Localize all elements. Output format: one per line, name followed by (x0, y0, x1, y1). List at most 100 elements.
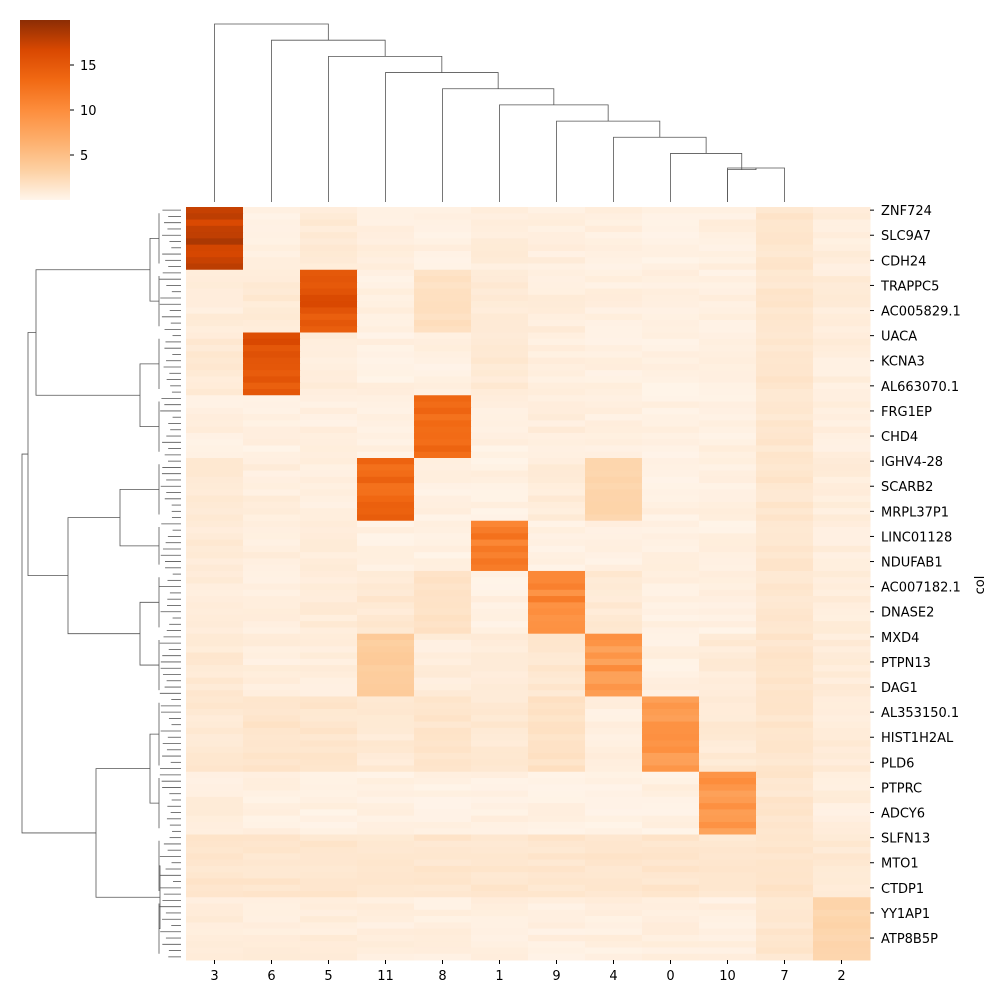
heatmap-cell (585, 859, 643, 867)
heatmap-cell (585, 313, 643, 321)
heatmap-cell (471, 709, 529, 716)
heatmap-cell (471, 740, 529, 748)
heatmap-cell (528, 614, 586, 622)
x-tick-label: 1 (495, 969, 503, 984)
heatmap-cell (414, 451, 472, 459)
heatmap-cell (585, 734, 643, 741)
heatmap-cell (300, 445, 358, 453)
heatmap-cell (756, 508, 814, 515)
heatmap-cell (699, 928, 757, 936)
heatmap-cell (642, 520, 700, 528)
heatmap-cell (585, 583, 643, 591)
heatmap-cell (813, 765, 871, 773)
heatmap-cell (756, 464, 814, 472)
heatmap-cell (528, 746, 586, 754)
heatmap-cell (186, 464, 244, 472)
heatmap-cell (186, 665, 244, 672)
heatmap-cell (243, 539, 301, 547)
heatmap-cell (414, 570, 472, 578)
heatmap-cell (300, 219, 358, 227)
heatmap-cell (585, 884, 643, 892)
heatmap-cell (585, 326, 643, 333)
heatmap-cell (243, 658, 301, 666)
heatmap-cell (471, 941, 529, 948)
heatmap-cell (528, 765, 586, 773)
heatmap-cell (186, 577, 244, 584)
heatmap-cell (357, 608, 415, 616)
heatmap-cell (243, 771, 301, 779)
heatmap-cell (585, 696, 643, 704)
heatmap-cell (186, 903, 244, 911)
heatmap-cell (186, 370, 244, 377)
heatmap-cell (642, 878, 700, 886)
heatmap-cell (471, 332, 529, 340)
heatmap-cell (585, 288, 643, 296)
heatmap-cell (414, 677, 472, 685)
heatmap-cell (414, 527, 472, 534)
heatmap-cell (300, 232, 358, 239)
heatmap-cell (528, 338, 586, 346)
heatmap-cell (300, 639, 358, 647)
heatmap-cell (471, 514, 529, 522)
heatmap-cell (528, 627, 586, 635)
heatmap-cell (186, 420, 244, 428)
heatmap-cell (699, 489, 757, 497)
heatmap-cell (357, 545, 415, 553)
heatmap-cell (813, 520, 871, 528)
heatmap-cell (357, 232, 415, 239)
heatmap-cell (585, 646, 643, 654)
heatmap-cell (357, 784, 415, 792)
heatmap-cell (756, 520, 814, 528)
heatmap-cell (414, 878, 472, 886)
heatmap-cell (756, 439, 814, 446)
heatmap-cell (243, 796, 301, 804)
heatmap-cell (642, 414, 700, 421)
heatmap-cell (243, 847, 301, 854)
heatmap-cell (414, 633, 472, 641)
heatmap-cell (186, 363, 244, 371)
heatmap-cell (528, 658, 586, 666)
heatmap-cell (357, 614, 415, 622)
heatmap-cell (357, 752, 415, 760)
heatmap-cell (243, 583, 301, 591)
heatmap-cell (300, 351, 358, 359)
heatmap-cell (186, 564, 244, 572)
heatmap-cell (756, 658, 814, 666)
heatmap-cell (699, 696, 757, 704)
heatmap-cell (699, 213, 757, 221)
heatmap-cell (642, 564, 700, 572)
heatmap-cell (414, 464, 472, 472)
heatmap-cell (585, 596, 643, 603)
heatmap-cell (813, 219, 871, 227)
y-tick-label: CDH24 (881, 254, 926, 269)
heatmap-cell (642, 865, 700, 873)
heatmap-cell (528, 821, 586, 829)
heatmap-cell (186, 690, 244, 697)
heatmap-cell (243, 552, 301, 559)
heatmap-cell (813, 658, 871, 666)
heatmap-cell (813, 696, 871, 704)
heatmap-cell (357, 790, 415, 798)
heatmap-cell (471, 934, 529, 942)
heatmap-cell (699, 326, 757, 333)
heatmap-cell (699, 307, 757, 315)
heatmap-cell (642, 690, 700, 697)
y-tick-label: AL353150.1 (881, 706, 959, 721)
heatmap-cell (699, 282, 757, 290)
heatmap-cell (585, 345, 643, 352)
heatmap-cell (756, 853, 814, 861)
heatmap-cell (300, 464, 358, 472)
heatmap-cell (813, 878, 871, 886)
heatmap-cell (585, 458, 643, 465)
heatmap-cell (357, 865, 415, 873)
heatmap-cell (186, 426, 244, 434)
heatmap-cell (300, 947, 358, 955)
heatmap-cell (642, 803, 700, 810)
heatmap-cell (585, 382, 643, 390)
heatmap-cell (300, 721, 358, 729)
heatmap-cell (585, 558, 643, 566)
heatmap-cell (300, 677, 358, 685)
heatmap-cell (414, 432, 472, 440)
heatmap-cell (528, 922, 586, 930)
